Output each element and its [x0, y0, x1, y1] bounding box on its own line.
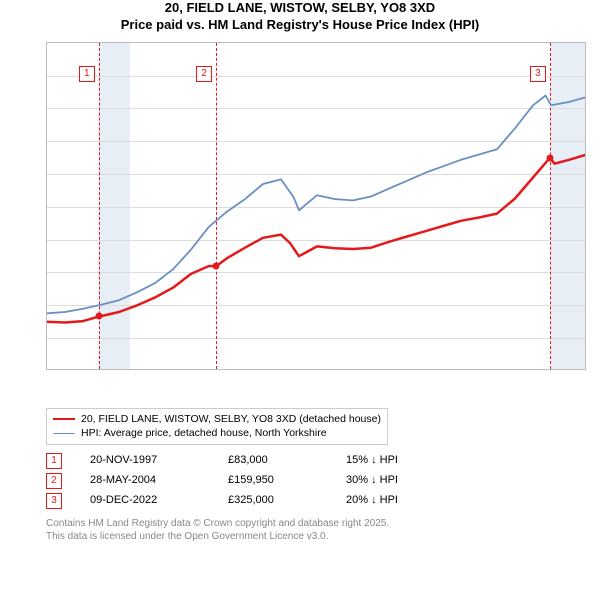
event-badge: 2	[46, 473, 62, 489]
chart-title-line2: Price paid vs. HM Land Registry's House …	[0, 17, 600, 34]
x-tick-label: 2014	[393, 369, 407, 370]
event-delta: 15% ↓ HPI	[346, 451, 398, 471]
x-tick-label: 2015	[411, 369, 425, 370]
x-tick-label: 2012	[357, 369, 371, 370]
x-tick-label: 2006	[249, 369, 263, 370]
series-marker-dot	[213, 262, 220, 269]
event-price: £159,950	[228, 471, 318, 491]
legend-item: HPI: Average price, detached house, Nort…	[53, 426, 381, 441]
events-table-row: 3 09-DEC-2022 £325,000 20% ↓ HPI	[46, 491, 600, 511]
x-tick-label: 2019	[483, 369, 497, 370]
event-delta: 30% ↓ HPI	[346, 471, 398, 491]
x-tick-label: 2013	[375, 369, 389, 370]
event-badge: 3	[46, 493, 62, 509]
events-table: 1 20-NOV-1997 £83,000 15% ↓ HPI 2 28-MAY-2004…	[46, 451, 600, 510]
x-tick-label: 1997	[87, 369, 101, 370]
chart-title-line1: 20, FIELD LANE, WISTOW, SELBY, YO8 3XD	[0, 0, 600, 17]
series-marker-dot	[546, 154, 553, 161]
footer-attribution: Contains HM Land Registry data © Crown c…	[46, 517, 600, 543]
x-tick-label: 2017	[447, 369, 461, 370]
x-tick-label: 2000	[141, 369, 155, 370]
chart-container: 20, FIELD LANE, WISTOW, SELBY, YO8 3XD P…	[0, 0, 600, 543]
x-tick-label: 2005	[231, 369, 245, 370]
x-tick-label: 2002	[177, 369, 191, 370]
x-tick-label: 2024	[573, 369, 586, 370]
event-price: £83,000	[228, 451, 318, 471]
series-hpi	[47, 95, 586, 313]
x-tick-label: 2004	[213, 369, 227, 370]
legend-swatch	[53, 433, 75, 434]
legend-label: 20, FIELD LANE, WISTOW, SELBY, YO8 3XD (…	[81, 412, 381, 427]
x-tick-label: 2007	[267, 369, 281, 370]
footer-line2: This data is licensed under the Open Gov…	[46, 530, 600, 543]
x-tick-label: 2003	[195, 369, 209, 370]
x-tick-label: 2021	[519, 369, 533, 370]
event-delta: 20% ↓ HPI	[346, 491, 398, 511]
series-marker-dot	[95, 313, 102, 320]
event-badge: 1	[46, 453, 62, 469]
event-date: 20-NOV-1997	[90, 451, 200, 471]
x-tick-label: 1995	[51, 369, 65, 370]
events-table-row: 1 20-NOV-1997 £83,000 15% ↓ HPI	[46, 451, 600, 471]
legend-label: HPI: Average price, detached house, Nort…	[81, 426, 327, 441]
x-tick-label: 2016	[429, 369, 443, 370]
series-svg	[47, 43, 586, 370]
x-tick-label: 2022	[537, 369, 551, 370]
x-tick-label: 2008	[285, 369, 299, 370]
events-table-row: 2 28-MAY-2004 £159,950 30% ↓ HPI	[46, 471, 600, 491]
x-tick-label: 2010	[321, 369, 335, 370]
x-tick-label: 2018	[465, 369, 479, 370]
x-tick-label: 2023	[555, 369, 569, 370]
legend-item: 20, FIELD LANE, WISTOW, SELBY, YO8 3XD (…	[53, 412, 381, 427]
x-tick-label: 2011	[339, 369, 353, 370]
event-date: 28-MAY-2004	[90, 471, 200, 491]
x-tick-label: 1998	[105, 369, 119, 370]
event-price: £325,000	[228, 491, 318, 511]
event-date: 09-DEC-2022	[90, 491, 200, 511]
x-tick-label: 2009	[303, 369, 317, 370]
x-tick-label: 1999	[123, 369, 137, 370]
legend: 20, FIELD LANE, WISTOW, SELBY, YO8 3XD (…	[46, 408, 388, 445]
series-price_paid	[47, 154, 586, 322]
x-tick-label: 2020	[501, 369, 515, 370]
chart-titles: 20, FIELD LANE, WISTOW, SELBY, YO8 3XD P…	[0, 0, 600, 34]
x-tick-label: 1996	[69, 369, 83, 370]
legend-swatch	[53, 418, 75, 420]
plot-area: £0£50K£100K£150K£200K£250K£300K£350K£400…	[46, 42, 586, 370]
x-tick-label: 2001	[159, 369, 173, 370]
footer-line1: Contains HM Land Registry data © Crown c…	[46, 517, 600, 530]
